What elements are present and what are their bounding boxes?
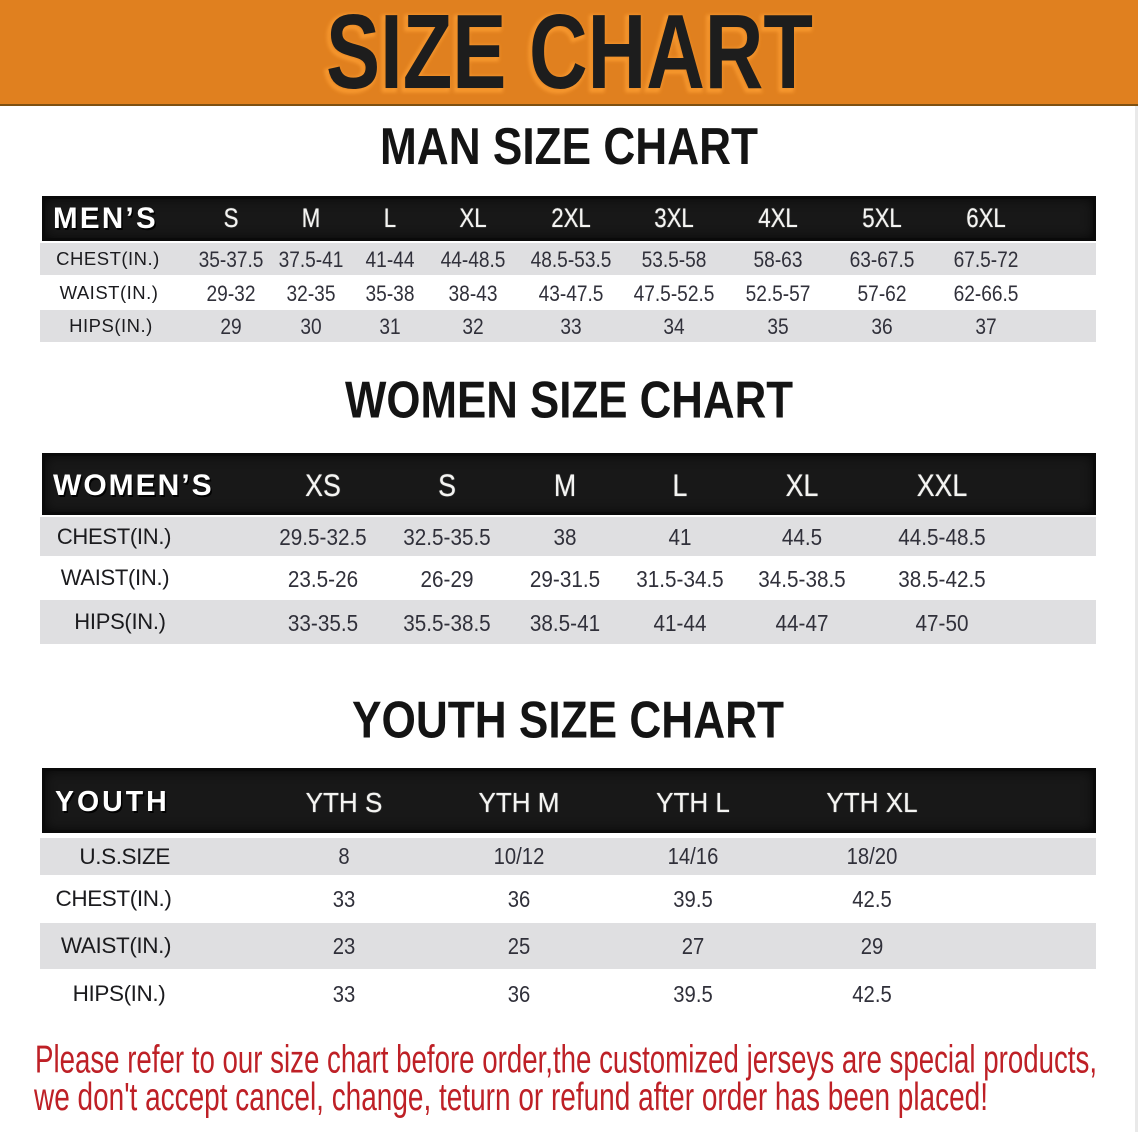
svg-text:Please refer to our size chart: Please refer to our size chart before or… bbox=[35, 1039, 1097, 1082]
svg-text:YOUTH SIZE CHART: YOUTH SIZE CHART bbox=[352, 692, 784, 750]
svg-text:SIZE CHART: SIZE CHART bbox=[326, 0, 813, 111]
svg-text:MAN SIZE CHART: MAN SIZE CHART bbox=[380, 118, 758, 176]
svg-text:we don't accept cancel, change: we don't accept cancel, change, teturn o… bbox=[33, 1076, 988, 1119]
svg-text:WOMEN SIZE CHART: WOMEN SIZE CHART bbox=[345, 372, 793, 430]
svg-text:SIZE CHART: SIZE CHART bbox=[324, 0, 811, 113]
